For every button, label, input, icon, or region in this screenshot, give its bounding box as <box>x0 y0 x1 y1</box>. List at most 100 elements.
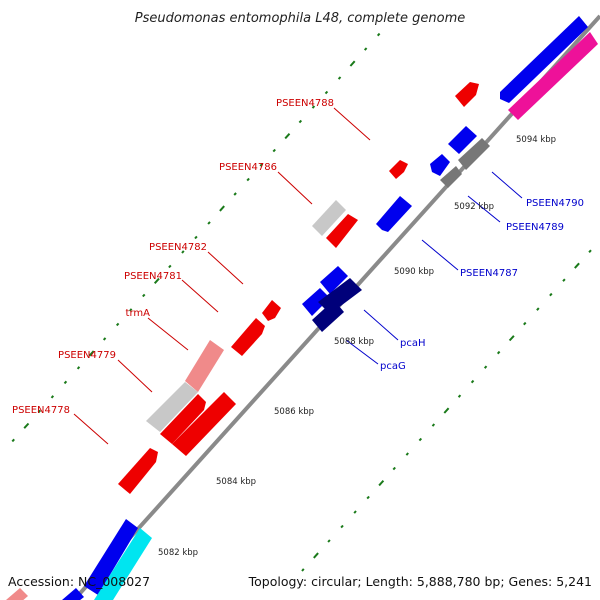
tick-dot-upper <box>376 32 381 37</box>
tick-dot-lower <box>443 407 450 414</box>
tick-dot-lower <box>588 249 592 253</box>
tick-dot-upper <box>207 221 211 225</box>
tick-dot-lower <box>378 480 385 487</box>
tick-dot-tracks <box>11 32 592 572</box>
gene-arrow-PSEEN4788 <box>389 160 408 179</box>
tick-dot-upper <box>37 409 42 414</box>
tick-dot-upper <box>272 148 276 153</box>
feature-block-blue-corner <box>62 588 84 600</box>
tick-dot-upper <box>153 277 160 284</box>
tick-dot-lower <box>549 292 553 297</box>
gene-arrow-pcaH <box>302 288 330 316</box>
tick-dot-upper <box>168 264 172 269</box>
tick-dot-upper <box>219 205 225 212</box>
tick-dot-upper <box>246 177 250 182</box>
tick-label-5092: 5092 kbp <box>454 202 494 212</box>
feature-PSEEN4779-grey <box>146 382 198 432</box>
tick-dot-lower <box>418 437 423 442</box>
gene-label-PSEEN4788[interactable]: PSEEN4788 <box>276 98 334 109</box>
tick-dot-upper <box>50 395 55 399</box>
gene-arrow-PSEEN4789-b <box>440 166 462 188</box>
gene-label-PSEEN4790[interactable]: PSEEN4790 <box>526 198 584 209</box>
gene-arrow-PSEEN4790-a <box>448 126 477 154</box>
gene-label-pcaH[interactable]: pcaH <box>400 338 426 349</box>
gene-arrow-PSEEN4790-b <box>430 154 450 176</box>
tick-label-5088: 5088 kbp <box>334 337 374 347</box>
tick-dot-lower <box>470 379 475 384</box>
gene-arrow-PSEEN4779b <box>172 392 236 456</box>
feature-block-salmon-corner <box>6 588 28 600</box>
tick-dot-lower <box>340 524 344 529</box>
gene-arrow-trmA <box>185 340 224 392</box>
gene-arrow-PSEEN4788-upper <box>455 82 479 107</box>
gene-arrow-PSEEN4781 <box>231 318 265 356</box>
feature-block-cyan-bottom <box>94 528 152 600</box>
gene-label-PSEEN4789[interactable]: PSEEN4789 <box>506 222 564 233</box>
tick-dot-upper <box>259 163 263 167</box>
gene-arrow-PSEEN4789-a <box>458 138 490 170</box>
tick-dot-upper <box>194 235 198 240</box>
tick-dot-lower <box>496 350 501 355</box>
gene-arrow-PSEEN4786 <box>326 214 358 248</box>
gene-label-PSEEN4779[interactable]: PSEEN4779 <box>58 350 116 361</box>
tick-dot-lower <box>313 552 319 559</box>
tick-dot-lower <box>523 321 527 326</box>
tick-dot-upper <box>324 90 329 95</box>
accession-text: Accession: NC_008027 <box>8 574 150 589</box>
tick-dot-upper <box>23 422 30 429</box>
tick-label-5094: 5094 kbp <box>516 135 556 145</box>
tick-dot-upper <box>129 308 133 312</box>
map-title: Pseudomonas entomophila L48, complete ge… <box>135 11 466 26</box>
tick-dot-upper <box>142 293 146 298</box>
tick-dot-upper <box>102 337 107 341</box>
gene-arrow-PSEEN4778 <box>118 448 158 494</box>
tick-dot-lower <box>431 423 436 427</box>
tick-label-5082: 5082 kbp <box>158 548 198 558</box>
tick-dot-lower <box>405 452 409 456</box>
leader-lines-forward <box>345 171 523 365</box>
tick-dot-upper <box>88 350 95 357</box>
gene-label-pcaG[interactable]: pcaG <box>380 361 406 372</box>
topology-summary-text: Topology: circular; Length: 5,888,780 bp… <box>248 574 592 589</box>
tick-dot-upper <box>233 192 237 196</box>
gene-arrow-PSEEN4782 <box>262 300 281 321</box>
tick-dot-lower <box>574 262 580 269</box>
tick-dot-lower <box>327 539 331 543</box>
tick-dot-upper <box>76 366 81 370</box>
tick-dot-upper <box>337 76 342 80</box>
tick-label-5090: 5090 kbp <box>394 267 434 277</box>
feature-PSEEN4786-grey <box>312 200 346 236</box>
gene-label-PSEEN4782[interactable]: PSEEN4782 <box>149 242 207 253</box>
tick-dot-upper <box>311 105 316 109</box>
tick-dot-upper <box>363 47 368 51</box>
tick-dot-lower <box>457 394 462 398</box>
tick-dot-upper <box>11 438 15 443</box>
feature-block-pink-top <box>508 32 598 120</box>
gene-label-trmA[interactable]: trmA <box>126 308 151 319</box>
tick-dot-upper <box>349 60 356 67</box>
gene-label-PSEEN4787[interactable]: PSEEN4787 <box>460 268 518 279</box>
tick-dot-lower <box>392 466 396 471</box>
tick-dot-upper <box>284 133 291 140</box>
tick-dot-lower <box>483 365 488 369</box>
gene-label-PSEEN4786[interactable]: PSEEN4786 <box>219 162 277 173</box>
leader-lines-reverse <box>73 107 371 445</box>
tick-label-5086: 5086 kbp <box>274 407 314 417</box>
tick-dot-lower <box>562 278 566 282</box>
gene-arrow-PSEEN4779 <box>160 394 206 444</box>
tick-dot-lower <box>353 510 357 514</box>
tick-dot-lower <box>536 307 540 311</box>
tick-dot-lower <box>508 335 515 342</box>
gene-label-PSEEN4778[interactable]: PSEEN4778 <box>12 405 70 416</box>
gene-arrow-pcaG-b <box>312 300 344 332</box>
tick-dot-upper <box>298 119 303 124</box>
tick-label-5084: 5084 kbp <box>216 477 256 487</box>
cds-block-forward-top <box>500 16 588 103</box>
gene-arrow-pcaH-upper <box>320 266 348 294</box>
gene-arrow-PSEEN4787 <box>376 196 412 232</box>
tick-dot-lower <box>301 568 305 572</box>
gene-label-PSEEN4781[interactable]: PSEEN4781 <box>124 271 182 282</box>
tick-dot-upper <box>181 250 185 254</box>
